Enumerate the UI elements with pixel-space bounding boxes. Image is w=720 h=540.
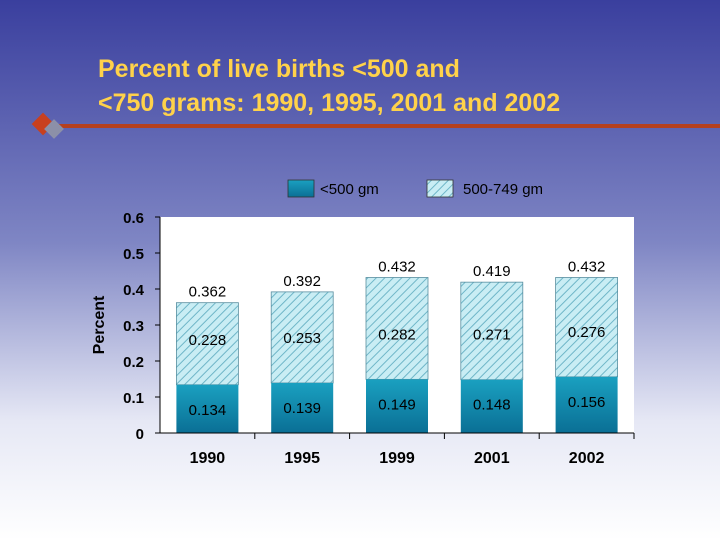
data-label-under-500: 0.148 [473,397,511,414]
data-label-total: 0.432 [568,258,606,275]
data-label-under-500: 0.139 [283,400,321,417]
data-label-500-749: 0.282 [378,326,416,343]
data-label-500-749: 0.253 [283,330,321,347]
data-label-total: 0.392 [283,273,321,290]
chart-title-line-1: Percent of live births <500 and [98,55,460,83]
data-label-total: 0.362 [189,284,227,301]
data-label-under-500: 0.149 [378,396,416,413]
bar-under-500 [555,376,618,433]
x-tick-label: 2001 [474,450,510,467]
bar-under-500 [366,379,428,433]
legend-swatch-under-500 [287,179,315,198]
chart-title: Percent of live births <500 and <750 gra… [98,52,698,120]
y-tick-label: 0.2 [123,354,144,371]
y-tick-label: 0.3 [123,318,144,335]
legend-label-under-500: <500 gm [320,181,379,198]
data-label-under-500: 0.134 [189,402,227,419]
x-tick-label: 2002 [569,450,605,467]
y-tick-label: 0.6 [123,210,144,227]
y-tick-label: 0.4 [123,282,145,299]
data-label-total: 0.432 [378,258,416,275]
legend-label-500-749: 500-749 gm [463,181,543,198]
x-tick-label: 1990 [190,450,226,467]
bar-500-749 [365,277,429,380]
data-label-total: 0.419 [473,263,511,280]
bar-500-749 [270,291,334,384]
bar-under-500 [460,379,523,433]
y-axis-label: Percent [91,295,108,354]
y-tick-label: 0.1 [123,390,144,407]
bar-500-749 [460,281,524,381]
data-label-500-749: 0.228 [189,332,227,349]
chart-title-line-2: <750 grams: 1990, 1995, 2001 and 2002 [98,89,561,117]
x-tick-label: 1999 [379,450,415,467]
data-label-under-500: 0.156 [568,394,606,411]
x-tick-label: 1995 [284,450,320,467]
data-label-500-749: 0.271 [473,327,511,344]
y-tick-label: 0 [136,426,144,443]
data-label-500-749: 0.276 [568,324,606,341]
legend-swatch-500-749 [426,179,454,198]
bar-500-749 [555,277,618,378]
bar-under-500 [271,382,334,433]
bar-under-500 [176,384,239,433]
title-divider [55,124,720,128]
y-tick-label: 0.5 [123,246,144,263]
